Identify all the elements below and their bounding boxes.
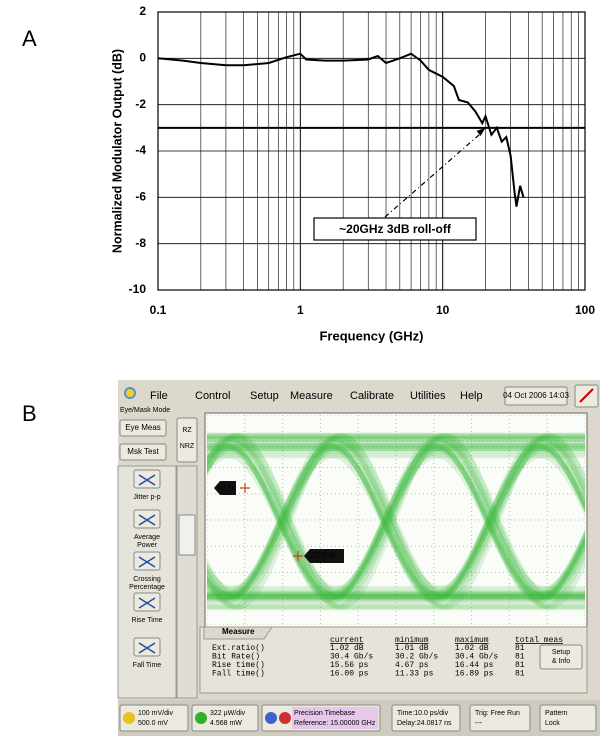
scroll-thumb[interactable] <box>179 515 195 555</box>
figure: A B 0.1 1 10 100 -10 -8 -6 -4 -2 0 2 Frequency (GHz… <box>0 0 600 736</box>
panel-label: A <box>22 26 37 51</box>
marker-label: 20.0 % <box>311 551 336 560</box>
annotation: ~20GHz 3dB roll-off <box>339 222 452 236</box>
menu-item: Control <box>195 390 230 402</box>
menu-item: Measure <box>290 390 333 402</box>
status-text: Delay:24.0817 ns <box>397 720 452 727</box>
status-text: 4.568 mW <box>210 720 242 727</box>
menu-item: Help <box>460 390 483 402</box>
format-label: RZ <box>182 427 192 434</box>
tool-icon[interactable] <box>134 552 160 570</box>
table-cell: Fall time() <box>212 670 265 679</box>
x-axis-label: Frequency (GHz) <box>319 328 423 343</box>
button-label: Eye Meas <box>125 423 161 432</box>
app-icon <box>125 388 135 398</box>
table-cell: 11.33 ps <box>395 670 434 679</box>
channel-icon <box>279 712 291 724</box>
button-label: Setup <box>552 649 570 656</box>
x-tick-label: 1 <box>297 303 304 317</box>
status-text: Precision Timebase <box>294 710 355 717</box>
tool-icon[interactable] <box>134 593 160 611</box>
status-text: Trig: Free Run <box>475 710 520 717</box>
x-tick-label: 0.1 <box>150 303 167 317</box>
channel-icon <box>123 712 135 724</box>
tool-icon[interactable] <box>134 470 160 488</box>
status-text: 500.0 mV <box>138 720 168 727</box>
x-tick-label: 10 <box>436 303 450 317</box>
table-cell: 16.89 ps <box>455 670 494 679</box>
tool-icon[interactable] <box>134 638 160 656</box>
scrollbar <box>177 466 197 698</box>
status-text: --- <box>475 720 483 727</box>
menu-item: Setup <box>250 390 279 402</box>
menu-item: File <box>150 390 168 402</box>
tab-label: Measure <box>222 627 255 636</box>
channel-icon <box>265 712 277 724</box>
status-text: Reference: 15.00000 GHz <box>294 720 376 727</box>
y-tick-label: -2 <box>135 97 146 111</box>
status-text: 322 µW/div <box>210 710 246 717</box>
format-toggle[interactable] <box>177 418 197 462</box>
menu-item: Utilities <box>410 390 446 402</box>
x-tick-label: 100 <box>575 303 595 317</box>
y-tick-label: -8 <box>135 236 146 250</box>
button-label: & Info <box>552 658 570 665</box>
y-tick-label: 2 <box>139 4 146 18</box>
y-tick-label: -10 <box>129 282 147 296</box>
table-cell: 81 <box>515 670 525 679</box>
status-text: 100 mV/div <box>138 710 174 717</box>
y-axis-label: Normalized Modulator Output (dB) <box>110 49 124 253</box>
status-text: Lock <box>545 720 560 727</box>
y-tick-label: -6 <box>135 190 146 204</box>
tool-label: Rise Time <box>131 617 162 624</box>
tool-icon[interactable] <box>134 510 160 528</box>
y-tick-label: -4 <box>135 143 146 157</box>
datetime: 04 Oct 2006 14:03 <box>503 391 569 400</box>
tool-label: CrossingPercentage <box>129 576 165 591</box>
marker-label: 0 % <box>221 483 235 492</box>
tool-label: Fall Time <box>133 662 162 669</box>
y-tick-label: 0 <box>139 51 146 65</box>
chart-a: 0.1 1 10 100 -10 -8 -6 -4 -2 0 2 Frequency (GHz) Nor… <box>110 4 595 343</box>
mode-label: Eye/Mask Mode <box>120 407 170 414</box>
tool-label: AveragePower <box>134 534 160 549</box>
status-text: Pattern <box>545 710 568 717</box>
table-cell: 16.00 ps <box>330 670 369 679</box>
format-label: NRZ <box>180 443 195 450</box>
menu-item: Calibrate <box>350 390 394 402</box>
panel-label: B <box>22 401 37 426</box>
status-text: Time:10.0 ps/div <box>397 710 449 717</box>
channel-icon <box>195 712 207 724</box>
tool-label: Jitter p-p <box>133 494 160 501</box>
button-label: Msk Test <box>127 447 159 456</box>
scope-screenshot: File Control Setup Measure Calibrate Utilitie… <box>118 380 600 736</box>
